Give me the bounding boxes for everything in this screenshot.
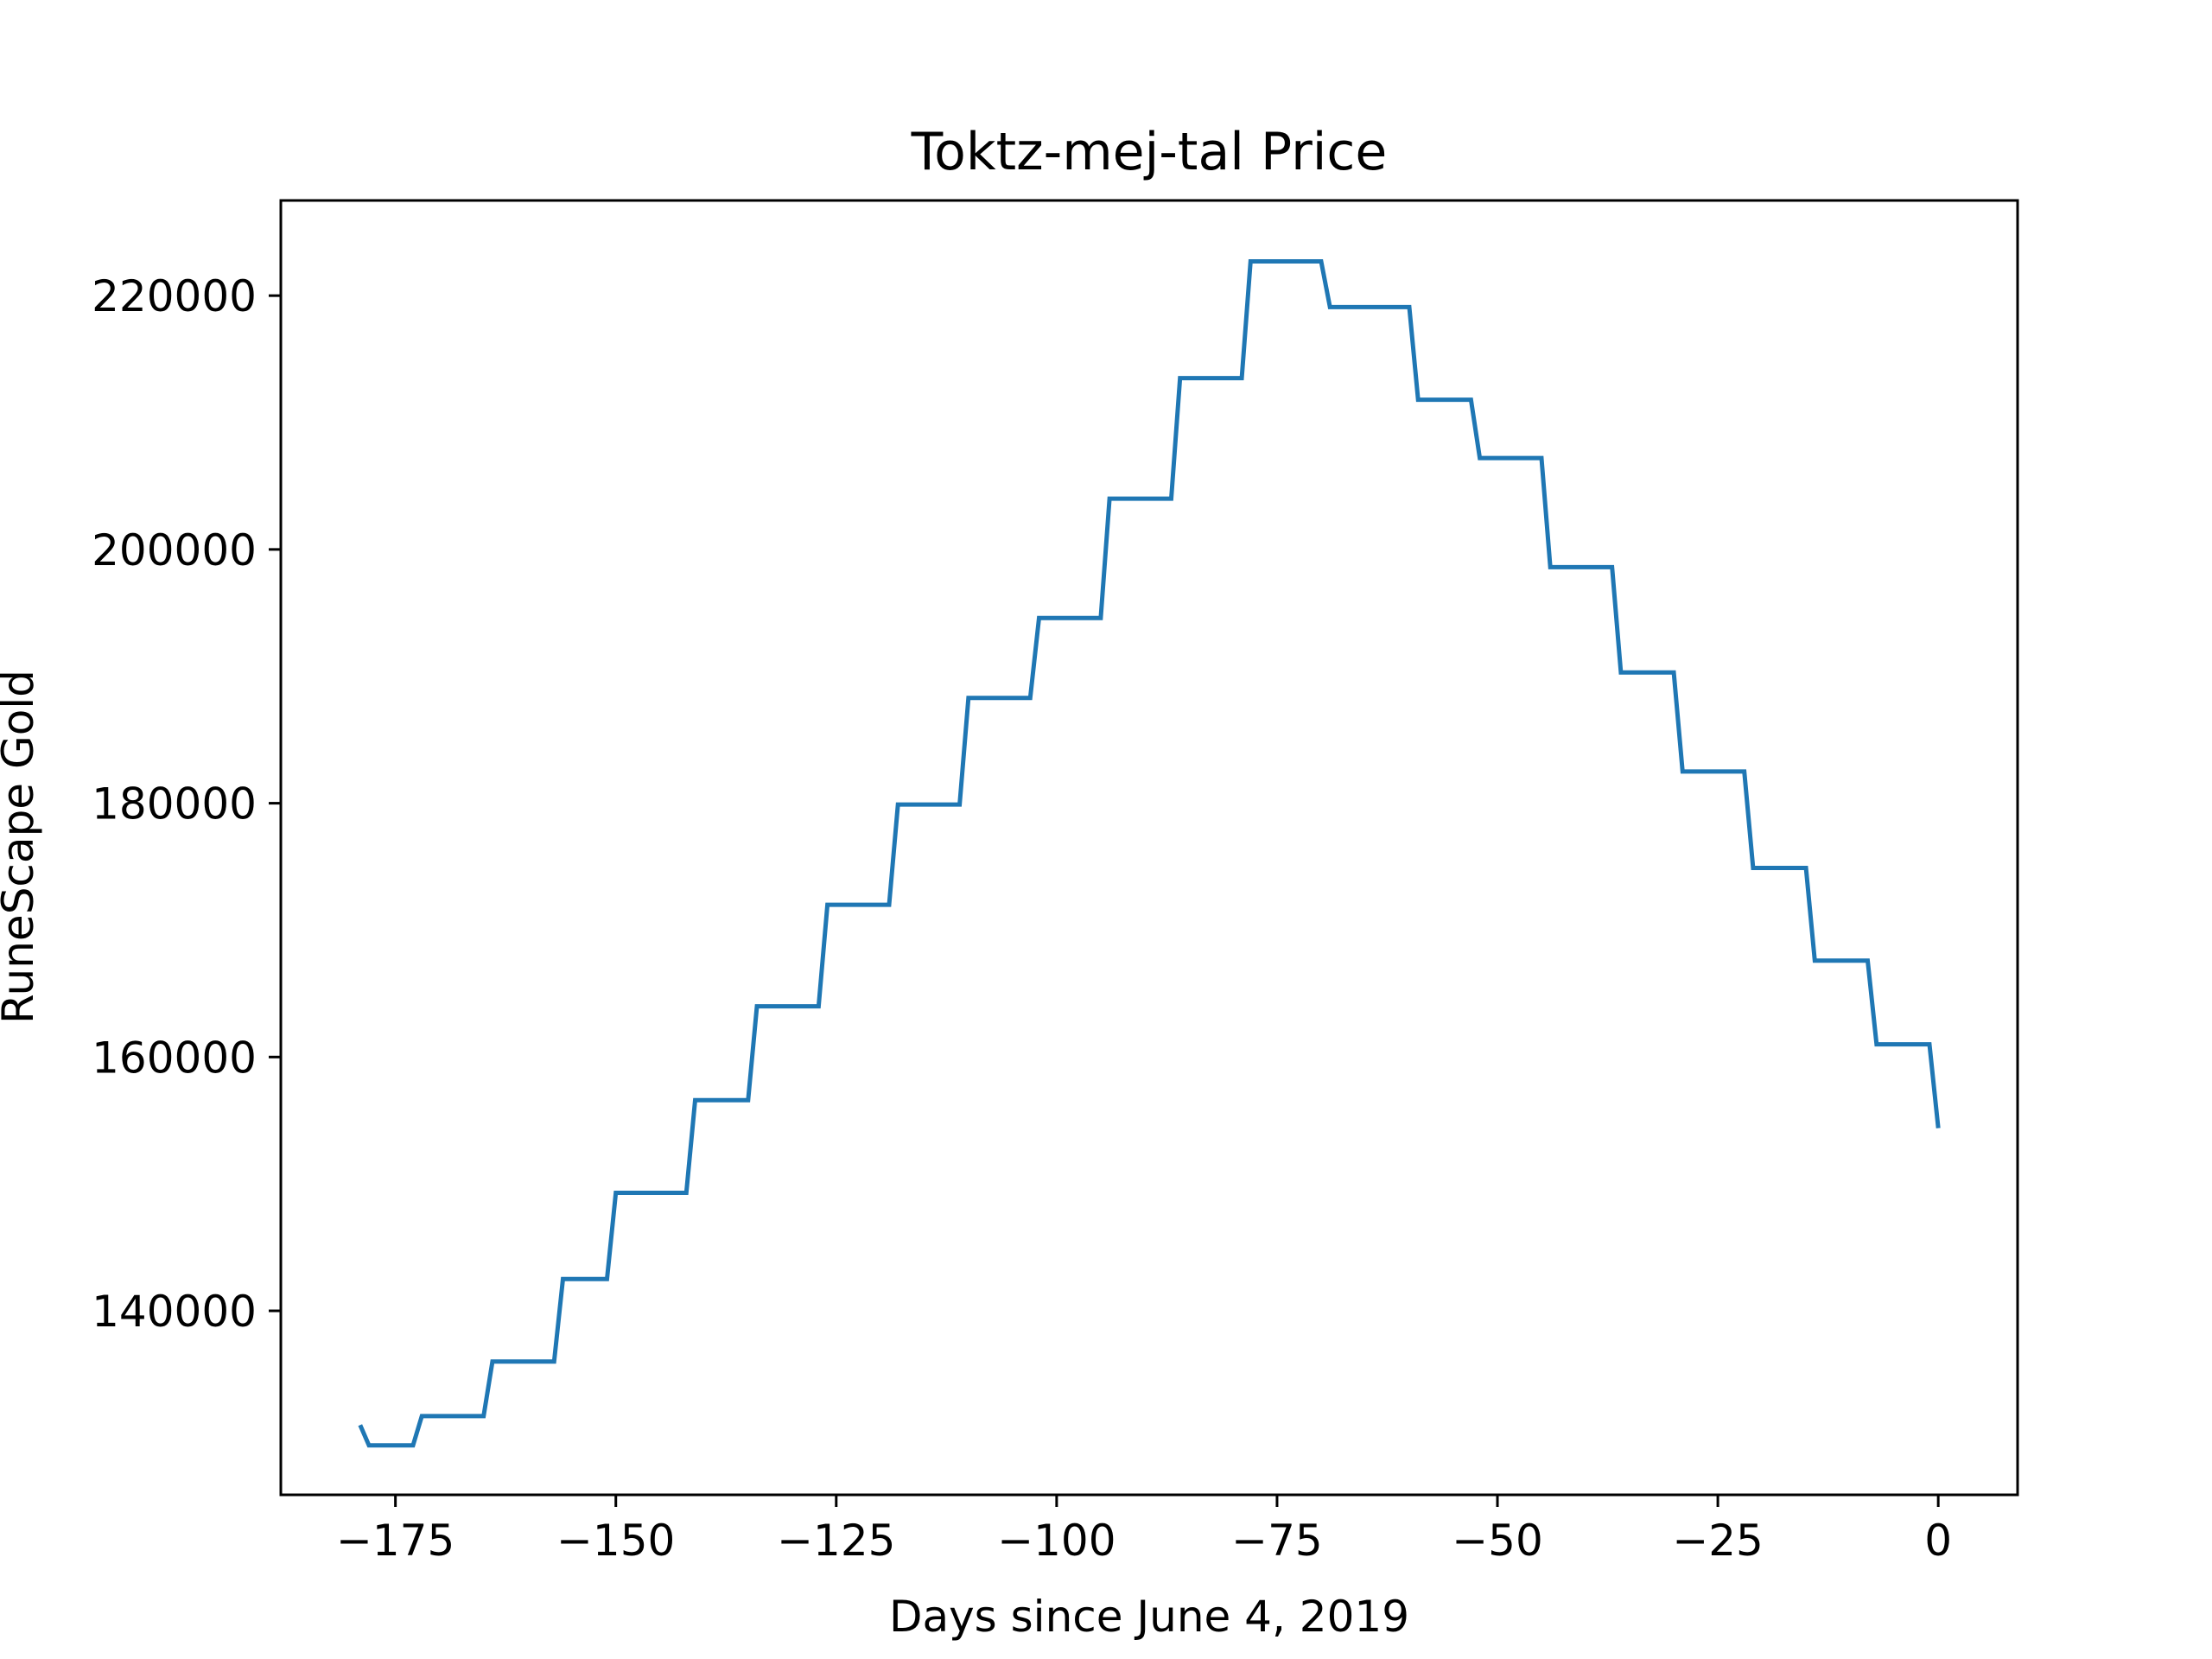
x-tick-label: −175 [336, 1516, 454, 1566]
plot-area [358, 259, 1941, 1448]
y-tick-label: 140000 [92, 1287, 257, 1337]
x-tick-label: −25 [1672, 1516, 1764, 1566]
x-tick-label: −50 [1452, 1516, 1543, 1566]
x-tick-label: −75 [1231, 1516, 1323, 1566]
x-tick-label: −150 [556, 1516, 675, 1566]
x-tick-label: −100 [997, 1516, 1116, 1566]
y-tick-label: 220000 [92, 271, 257, 321]
x-tick-label: 0 [1924, 1516, 1952, 1566]
chart-title: Toktz-mej-tal Price [911, 122, 1388, 182]
series-line [358, 259, 1941, 1448]
y-tick-label: 160000 [92, 1033, 257, 1083]
x-axis: −175 −150 −125 −100 −75 −50 −25 0 [336, 1495, 1952, 1566]
x-tick-label: −125 [777, 1516, 895, 1566]
y-tick-label: 180000 [92, 779, 257, 830]
y-axis: 140000 160000 180000 200000 220000 [92, 271, 281, 1337]
axes-frame [279, 199, 2019, 1497]
y-axis-label: RuneScape Gold [0, 670, 43, 1024]
x-axis-label: Days since June 4, 2019 [889, 1592, 1409, 1642]
y-tick-label: 200000 [92, 525, 257, 575]
